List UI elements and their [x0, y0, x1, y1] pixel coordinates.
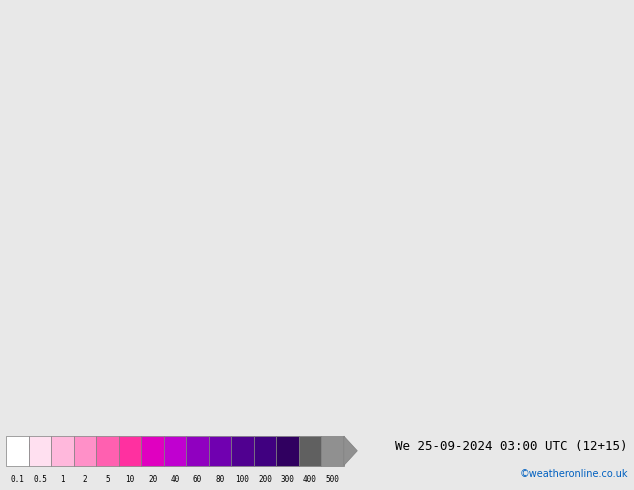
Bar: [29, 436, 51, 466]
Bar: [276, 436, 299, 466]
Text: 5: 5: [105, 475, 110, 484]
Bar: [141, 436, 164, 466]
Text: 40: 40: [171, 475, 179, 484]
Text: ©weatheronline.co.uk: ©weatheronline.co.uk: [519, 469, 628, 479]
Bar: [321, 436, 344, 466]
Polygon shape: [344, 436, 358, 466]
Bar: [74, 436, 96, 466]
Text: Snow accu. [cm] CMC/GEM: Snow accu. [cm] CMC/GEM: [6, 440, 179, 453]
Text: 0.5: 0.5: [33, 475, 47, 484]
Bar: [254, 436, 276, 466]
Bar: [209, 436, 231, 466]
Text: 0.1: 0.1: [11, 475, 25, 484]
Text: 60: 60: [193, 475, 202, 484]
Bar: [119, 436, 141, 466]
Bar: [51, 436, 74, 466]
Text: 2: 2: [83, 475, 87, 484]
Text: We 25-09-2024 03:00 UTC (12+15): We 25-09-2024 03:00 UTC (12+15): [395, 440, 628, 453]
Bar: [186, 436, 209, 466]
Text: 10: 10: [126, 475, 134, 484]
Text: 400: 400: [303, 475, 317, 484]
Bar: [6, 436, 29, 466]
Bar: [164, 436, 186, 466]
Text: 500: 500: [326, 475, 339, 484]
Text: 100: 100: [236, 475, 250, 484]
Bar: [299, 436, 321, 466]
Bar: [231, 436, 254, 466]
Bar: [96, 436, 119, 466]
Text: 200: 200: [258, 475, 272, 484]
Text: 20: 20: [148, 475, 157, 484]
Text: 1: 1: [60, 475, 65, 484]
Text: 80: 80: [216, 475, 224, 484]
Text: 300: 300: [281, 475, 294, 484]
